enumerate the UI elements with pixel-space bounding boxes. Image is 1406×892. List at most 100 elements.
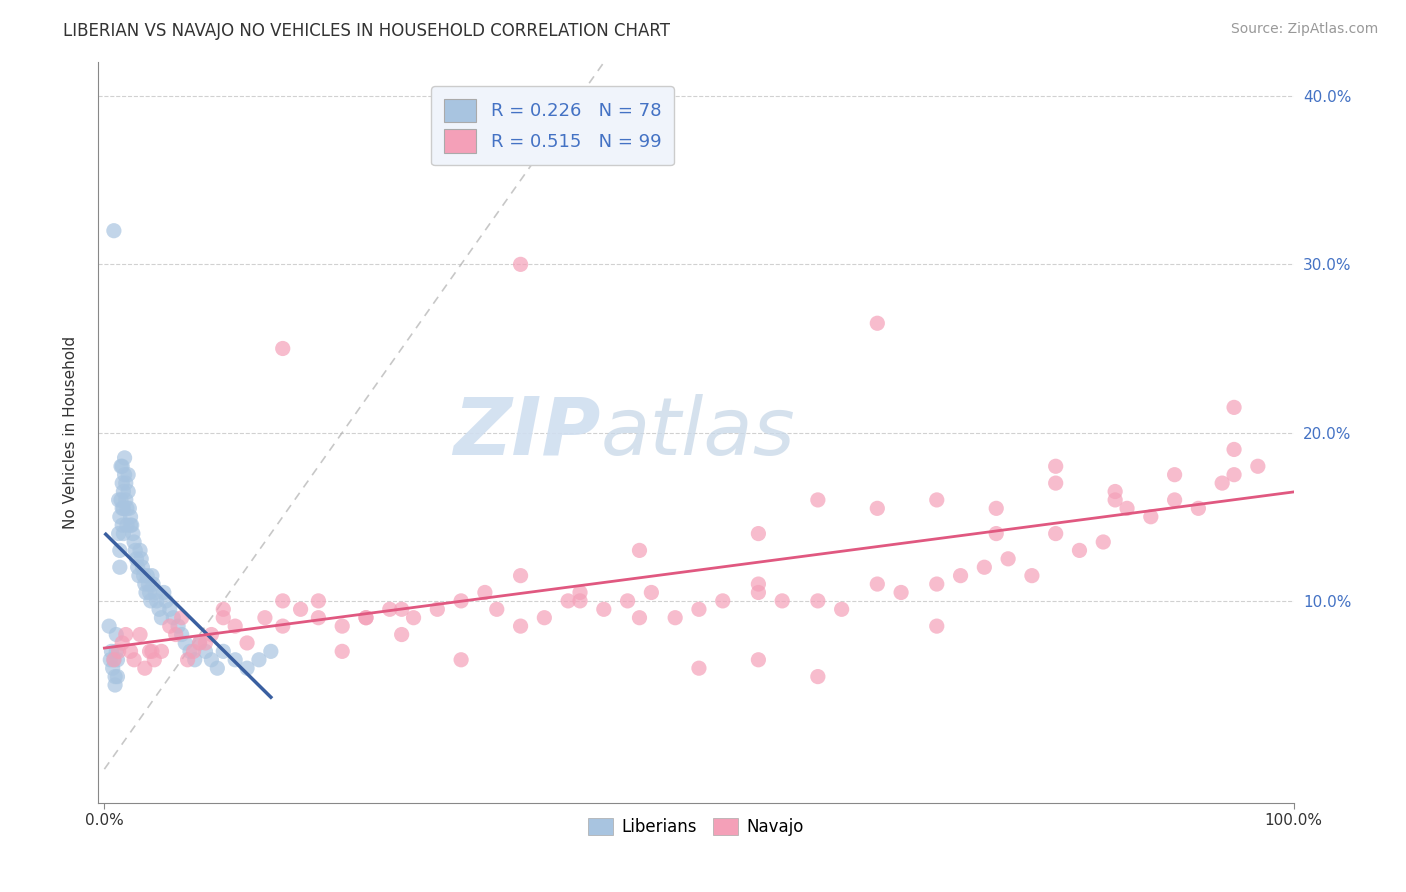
Point [155,594,177,608]
Point [115,501,138,516]
Point [115,518,138,533]
Point [391,627,413,641]
Legend: Liberians, Navajo: Liberians, Navajo [581,811,811,843]
Point [354,610,377,624]
Point [485,602,508,616]
Point [122,653,145,667]
Point [1104,484,1126,499]
Point [112,501,135,516]
Point [1163,492,1185,507]
Point [108,543,131,558]
Point [949,568,972,582]
Point [1247,459,1270,474]
Point [120,644,142,658]
Point [271,594,294,608]
Point [1187,501,1209,516]
Point [105,627,128,641]
Point [986,501,1008,516]
Point [307,610,329,624]
Point [1104,492,1126,507]
Point [142,577,165,591]
Point [569,585,592,599]
Point [107,644,129,658]
Y-axis label: No Vehicles in Household: No Vehicles in Household [63,336,77,529]
Point [134,661,156,675]
Point [1021,568,1043,582]
Point [111,459,134,474]
Point [150,644,173,658]
Point [616,594,638,608]
Point [509,619,531,633]
Point [1140,509,1163,524]
Point [628,610,651,624]
Point [122,526,145,541]
Point [1163,467,1185,482]
Point [114,492,136,507]
Point [159,619,181,633]
Point [104,670,127,684]
Point [307,594,329,608]
Point [747,653,769,667]
Point [378,602,401,616]
Point [107,653,129,667]
Point [148,602,170,616]
Text: Source: ZipAtlas.com: Source: ZipAtlas.com [1230,22,1378,37]
Text: ZIP: ZIP [453,393,600,472]
Point [127,560,149,574]
Point [271,619,294,633]
Point [450,594,472,608]
Point [132,568,155,582]
Point [212,610,235,624]
Point [628,543,651,558]
Point [212,602,235,616]
Point [925,577,948,591]
Point [125,551,148,566]
Point [114,450,136,465]
Point [183,644,205,658]
Point [184,653,207,667]
Point [247,653,270,667]
Point [159,602,181,616]
Point [260,644,283,658]
Point [162,610,184,624]
Point [101,661,124,675]
Point [112,526,135,541]
Point [141,644,163,658]
Point [105,644,128,658]
Point [110,459,132,474]
Point [107,670,129,684]
Point [103,653,125,667]
Point [807,594,830,608]
Point [107,492,129,507]
Point [890,585,912,599]
Point [664,610,686,624]
Point [569,594,592,608]
Point [135,585,157,599]
Point [354,610,377,624]
Point [117,467,139,482]
Point [474,585,496,599]
Point [807,492,830,507]
Point [129,551,152,566]
Point [167,619,190,633]
Point [1223,442,1246,457]
Point [165,627,187,641]
Point [212,644,235,658]
Point [509,257,531,271]
Point [330,619,353,633]
Point [117,484,139,499]
Point [426,602,449,616]
Point [509,568,531,582]
Point [807,670,830,684]
Point [688,661,710,675]
Point [170,610,193,624]
Point [391,602,413,616]
Point [114,476,136,491]
Point [925,619,948,633]
Point [110,492,132,507]
Point [122,535,145,549]
Point [174,636,197,650]
Point [1045,459,1067,474]
Point [170,627,193,641]
Point [831,602,853,616]
